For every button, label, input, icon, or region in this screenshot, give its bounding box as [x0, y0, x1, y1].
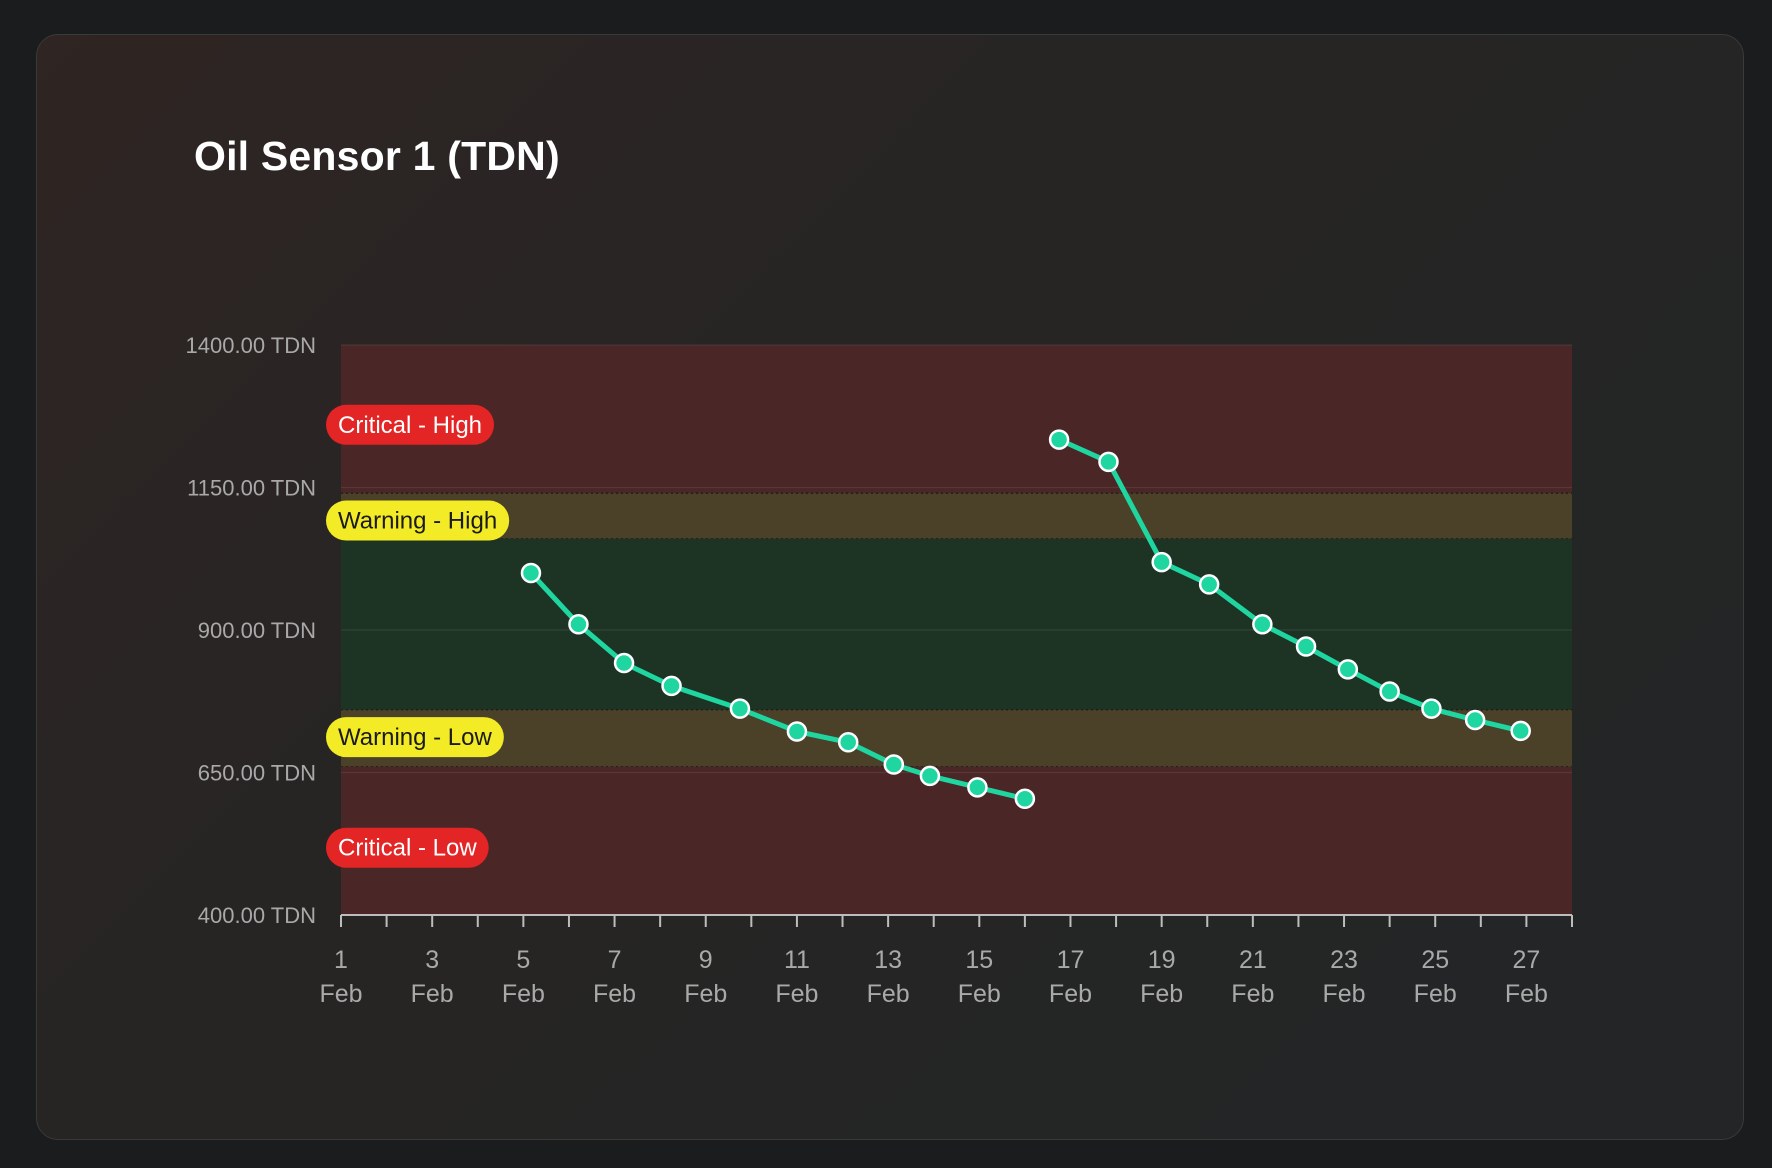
x-tick-label-day: 13	[874, 946, 902, 974]
data-point[interactable]	[520, 562, 542, 584]
x-tick-label-month: Feb	[1505, 980, 1548, 1008]
badge-label: Warning - Low	[338, 724, 493, 751]
y-tick-label: 400.00 TDN	[198, 903, 316, 928]
data-point[interactable]	[1337, 659, 1359, 680]
y-tick-label: 1150.00 TDN	[187, 476, 316, 501]
data-point[interactable]	[786, 721, 808, 742]
data-point[interactable]	[1048, 429, 1070, 450]
x-tick-label-month: Feb	[684, 980, 727, 1008]
x-tick-label-month: Feb	[867, 980, 910, 1008]
data-point[interactable]	[1014, 788, 1036, 809]
badge-label: Critical - Low	[338, 835, 477, 862]
x-tick-label-month: Feb	[958, 980, 1001, 1008]
x-tick-label-month: Feb	[319, 980, 362, 1008]
data-point[interactable]	[967, 777, 988, 798]
data-point[interactable]	[1098, 451, 1119, 473]
data-point[interactable]	[1421, 698, 1442, 719]
x-tick-label-day: 15	[965, 946, 993, 974]
y-tick-label: 650.00 TDN	[198, 761, 316, 786]
x-tick-label-month: Feb	[1140, 980, 1183, 1008]
badge-label: Warning - High	[338, 508, 497, 535]
y-tick-label: 1400.00 TDN	[186, 333, 316, 358]
data-point[interactable]	[568, 614, 589, 635]
x-tick-label-day: 25	[1421, 946, 1449, 974]
data-point[interactable]	[1464, 709, 1486, 731]
grid-lines	[341, 344, 1572, 774]
x-tick-label-month: Feb	[502, 980, 545, 1008]
x-tick-label-day: 19	[1148, 946, 1176, 974]
zone-warning-high	[341, 493, 1572, 539]
series-points	[520, 429, 1531, 809]
badge-pill	[326, 827, 489, 868]
x-tick-label-day: 17	[1057, 946, 1085, 974]
x-tick-label-month: Feb	[775, 980, 818, 1008]
data-point[interactable]	[1151, 551, 1172, 573]
x-tick-label-month: Feb	[411, 980, 454, 1008]
x-tick-label-day: 21	[1239, 946, 1267, 974]
badge-pill	[326, 717, 504, 758]
badge-label: Critical - High	[338, 412, 482, 439]
data-point[interactable]	[613, 652, 635, 674]
data-point[interactable]	[1198, 574, 1220, 595]
x-tick-label-month: Feb	[1049, 980, 1092, 1008]
data-point[interactable]	[1379, 681, 1400, 702]
zone-badges: Critical - High Warning - High Warning - L…	[326, 404, 510, 868]
x-tick-label-month: Feb	[1414, 980, 1457, 1008]
badge-pill	[326, 500, 510, 541]
x-tick-label-month: Feb	[1231, 980, 1274, 1008]
data-point[interactable]	[1295, 636, 1317, 657]
x-tick-label-day: 11	[784, 946, 810, 974]
badge-warning-low: Warning - Low	[326, 717, 504, 758]
data-point[interactable]	[837, 732, 859, 753]
x-tick-label-day: 9	[699, 946, 713, 974]
data-point[interactable]	[729, 698, 751, 719]
badge-critical-high: Critical - High	[326, 404, 495, 445]
x-tick-label-day: 3	[425, 946, 439, 974]
zone-warning-low	[341, 709, 1572, 767]
x-tick-label-month: Feb	[1322, 980, 1365, 1008]
chart-title: Oil Sensor 1 (TDN)	[194, 133, 560, 179]
zone-critical-high	[341, 345, 1572, 494]
badge-pill	[326, 404, 495, 445]
data-point[interactable]	[919, 765, 941, 787]
y-tick-label: 900.00 TDN	[198, 618, 316, 643]
badge-critical-low: Critical - Low	[326, 827, 489, 868]
badge-warning-high: Warning - High	[326, 500, 510, 541]
x-tick-label-day: 1	[334, 946, 348, 974]
data-point[interactable]	[1252, 614, 1273, 635]
x-tick-label-day: 7	[608, 946, 622, 974]
x-tick-label-day: 27	[1513, 946, 1541, 974]
data-point[interactable]	[1510, 720, 1531, 742]
data-point[interactable]	[661, 675, 682, 697]
zone-critical-low	[341, 766, 1572, 915]
x-tick-label-day: 23	[1330, 946, 1358, 974]
x-tick-label-month: Feb	[593, 980, 636, 1008]
x-tick-label-day: 5	[516, 946, 530, 974]
data-point[interactable]	[883, 754, 905, 775]
